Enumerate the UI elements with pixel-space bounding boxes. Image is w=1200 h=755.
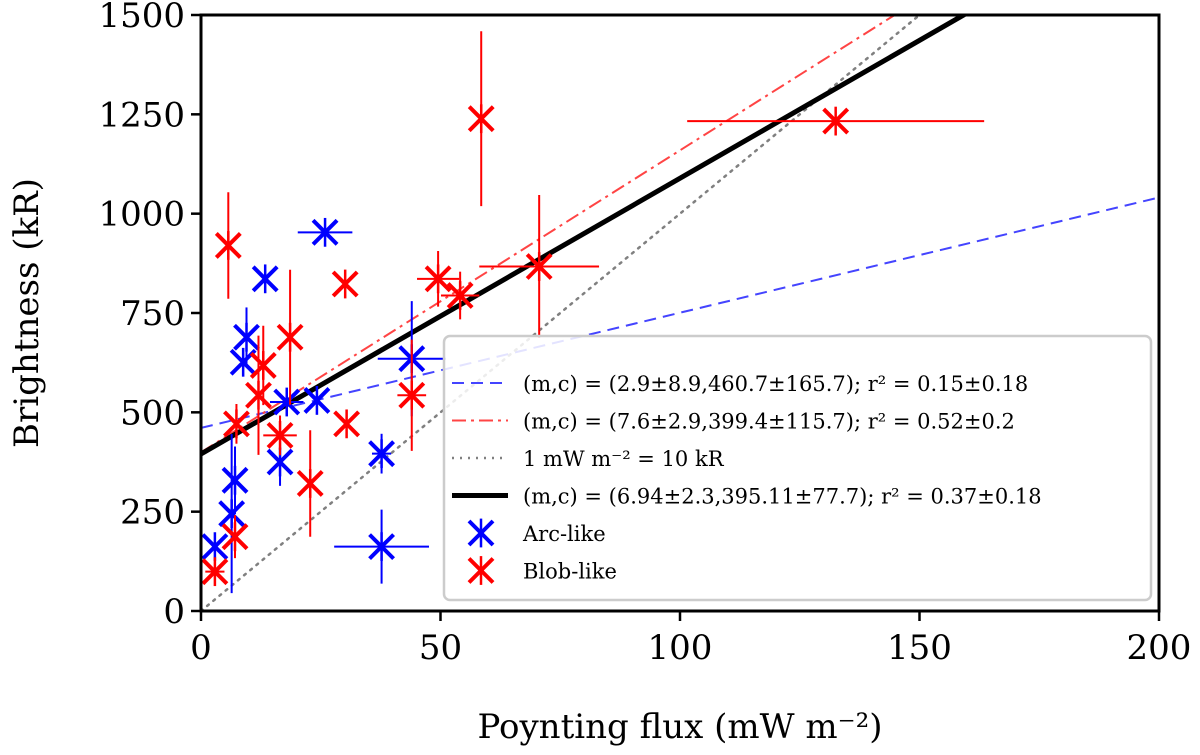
data-point-blob-like <box>201 557 229 587</box>
legend-label: Blob-like <box>523 560 617 584</box>
data-point-blob-like <box>276 322 304 352</box>
data-point-blob-like <box>245 380 272 410</box>
data-point-arc-like <box>233 322 260 352</box>
data-point-blob-like <box>221 522 249 552</box>
data-point-blob-like <box>446 281 474 310</box>
legend-label: (m,c) = (2.9±8.9,460.7±165.7); r² = 0.15… <box>523 372 1028 396</box>
data-point-arc-like <box>303 386 331 415</box>
x-tick-label: 150 <box>887 628 952 668</box>
data-point-blob-like <box>398 380 426 410</box>
data-point-arc-like <box>251 264 279 294</box>
plot-frame <box>199 13 1161 613</box>
data-point-arc-like <box>229 347 257 377</box>
data-point-blob-like <box>214 231 242 260</box>
legend-frame <box>442 334 1153 602</box>
y-tick-label: 250 <box>120 493 185 533</box>
legend-label: (m,c) = (6.94±2.3,395.11±77.7); r² = 0.3… <box>523 485 1042 509</box>
x-tick-label: 0 <box>190 628 212 668</box>
legend-label: Arc-like <box>522 522 606 546</box>
data-point-blob-like <box>333 409 361 439</box>
legend-marker-blob-like <box>467 556 495 585</box>
x-tick-label: 100 <box>648 628 713 668</box>
data-point-arc-like <box>221 465 249 495</box>
data-point-blob-like <box>822 106 850 136</box>
y-tick-label: 1500 <box>98 0 185 36</box>
fit-line-solid <box>201 15 969 457</box>
legend-marker-arc-like <box>467 518 495 548</box>
legend-label: (m,c) = (7.6±2.9,399.4±115.7); r² = 0.52… <box>523 410 1015 434</box>
data-point-arc-like <box>273 387 301 417</box>
fit-lines <box>201 15 1159 611</box>
y-tick-label: 750 <box>120 294 185 334</box>
data-point-blob-like <box>223 409 250 439</box>
fit-line-dotted <box>201 15 922 611</box>
data-point-blob-like <box>296 469 324 498</box>
data-point-arc-like <box>218 499 246 529</box>
y-axis: 0 250 500 750 1000 1250 1500 <box>98 0 201 632</box>
data-point-blob-like <box>424 264 452 294</box>
data-point-blob-like <box>467 104 495 134</box>
y-tick-label: 500 <box>120 393 185 433</box>
y-axis-label: Brightness (kR) <box>7 178 47 448</box>
y-tick-label: 1000 <box>98 195 185 235</box>
data-points <box>201 31 985 594</box>
data-point-arc-like <box>201 532 229 562</box>
data-point-blob-like <box>266 420 294 450</box>
x-axis: 0 50 100 150 200 <box>190 611 1191 668</box>
legend-label: 1 mW m⁻² = 10 kR <box>523 447 725 471</box>
data-point-blob-like <box>525 252 553 281</box>
legend: (m,c) = (2.9±8.9,460.7±165.7); r² = 0.15… <box>442 334 1153 602</box>
data-point-blob-like <box>249 351 277 380</box>
data-point-arc-like <box>368 532 395 562</box>
fit-line-dashed <box>201 196 1159 429</box>
data-point-arc-like <box>368 439 395 469</box>
data-point-arc-like <box>311 217 339 247</box>
x-axis-label: Poynting flux (mW m⁻²) <box>478 707 883 747</box>
y-tick-label: 1250 <box>98 95 185 135</box>
data-point-blob-like <box>331 269 359 299</box>
x-tick-label: 200 <box>1127 628 1192 668</box>
y-tick-label: 0 <box>163 592 185 632</box>
x-tick-label: 50 <box>419 628 462 668</box>
